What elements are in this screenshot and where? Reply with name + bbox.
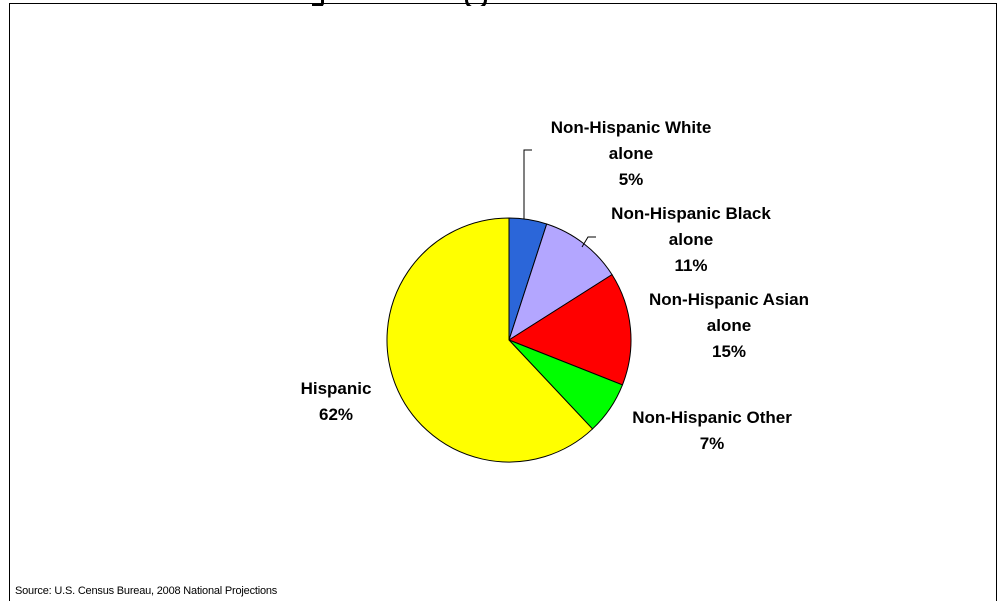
data-label: Hispanic 62% — [301, 379, 372, 424]
slice-labels: Non-Hispanic White alone 5% Non-Hispanic Bl… — [301, 118, 809, 453]
data-label: Non-Hispanic Asian alone 15% — [649, 290, 809, 361]
pie-slice-non-hispanic-asian-alone — [507, 273, 632, 386]
pie-slices — [386, 217, 632, 463]
data-label: Non-Hispanic White alone 5% — [551, 118, 712, 189]
data-label: Non-Hispanic Other 7% — [632, 408, 792, 453]
cropped-title-fragment — [312, 0, 502, 6]
source-note: Source: U.S. Census Bureau, 2008 Nationa… — [15, 585, 278, 597]
leader-line — [523, 149, 532, 219]
leader-lines — [523, 149, 596, 248]
data-label: Non-Hispanic Black alone 11% — [611, 204, 771, 275]
leader-line — [581, 236, 596, 248]
pie-slice-hispanic — [386, 217, 594, 463]
